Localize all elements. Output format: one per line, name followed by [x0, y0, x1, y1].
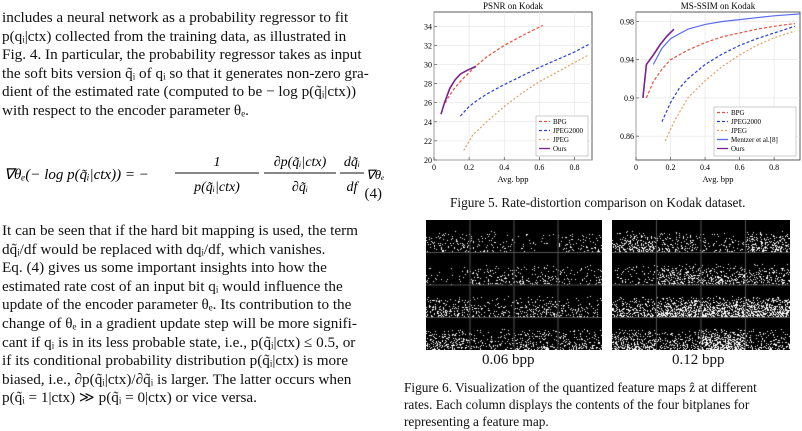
tick-label-x: 0.2 — [464, 163, 474, 172]
tick-label-y: 26 — [424, 99, 432, 108]
series-line-bpg — [645, 22, 795, 99]
tick-label-y: 0.86 — [620, 132, 634, 141]
tick-label-x: 0.8 — [769, 163, 779, 172]
text-line: Eq. (4) gives us some important insights… — [2, 259, 327, 277]
feature-map-canvas — [426, 220, 602, 350]
text-line: biased, i.e., ∂p(q̃ᵢ|ctx)/∂q̃ᵢ is larger… — [2, 370, 352, 388]
paragraph-top: includes a neural network as a probabili… — [2, 9, 388, 121]
figure6-caption: Figure 6. Visualization of the quantized… — [404, 379, 757, 430]
text-line: estimated rate cost of an input bit qᵢ w… — [2, 277, 343, 295]
series-line-ours — [642, 28, 675, 98]
tick-label-y: 28 — [424, 80, 432, 89]
series-line-jpeg — [463, 54, 589, 151]
figure5-caption: Figure 5. Rate-distortion comparison on … — [450, 195, 746, 210]
series-line-ours — [440, 65, 477, 115]
tick-label-y: 24 — [424, 118, 432, 127]
text-line: It can be seen that if the hard bit mapp… — [2, 222, 358, 239]
text-line: update of the encoder parameter θₑ. Its … — [2, 296, 352, 314]
chart-title: PSNR on Kodak — [483, 1, 544, 11]
tick-label-y: 0.98 — [620, 18, 634, 27]
legend-box — [713, 106, 797, 157]
frac2-den: ∂q̃ᵢ — [292, 180, 308, 195]
caption-line: rates. Each column displays the contents… — [404, 397, 750, 412]
legend-label: Ours — [731, 145, 745, 153]
tick-label-x: 0.6 — [735, 163, 745, 172]
series-line-bpg — [442, 24, 544, 108]
tick-label-y: 0.94 — [620, 56, 634, 65]
axis-label-x: Avg. bpp — [497, 174, 528, 184]
text-line: if its conditional probability distribut… — [2, 352, 348, 370]
text-line: p(qᵢ|ctx) collected from the training da… — [2, 27, 347, 45]
text-line: Fig. 4. In particular, the probability r… — [2, 46, 362, 64]
frac1-num: 1 — [214, 155, 221, 170]
legend-label: Ours — [553, 145, 567, 153]
chart-title: MS-SSIM on Kodak — [681, 1, 756, 11]
tick-label-x: 0.8 — [569, 163, 579, 172]
series-line-jpeg2000 — [459, 43, 589, 117]
text-line: p(q̃ᵢ = 1|ctx) ≫ p(q̃ᵢ = 0|ctx) or vice … — [2, 389, 257, 407]
tick-label-y: 22 — [424, 137, 432, 146]
feature-map-0.12bpp — [612, 220, 790, 350]
feature-map-0.06bpp — [426, 220, 602, 350]
legend-label: BPG — [553, 118, 567, 126]
caption-line: Figure 6. Visualization of the quantized… — [404, 380, 757, 395]
series-line-jpeg2000 — [661, 25, 795, 123]
text-line: with respect to the encoder parameter θₑ… — [2, 101, 249, 119]
tick-label-y: 32 — [424, 41, 432, 50]
legend-label: Mentzer et al.[8] — [731, 136, 778, 144]
tick-label-x: 0.6 — [534, 163, 544, 172]
text-line: the soft bits version q̃ᵢ of qᵢ so that … — [2, 64, 369, 82]
label-0.06-bpp: 0.06 bpp — [482, 352, 535, 368]
tick-label-x: 0 — [634, 163, 638, 172]
legend-box — [535, 115, 589, 157]
axis-label-x: Avg. bpp — [702, 174, 733, 184]
text-line: cant if qᵢ is in its less probable state… — [2, 333, 356, 351]
label-0.12-bpp: 0.12 bpp — [672, 352, 725, 368]
equation-tail: ∇θₑ f. — [366, 167, 388, 182]
equation-4: ∇θₑ(− log p(q̃ᵢ|ctx)) = − 1 p(q̃ᵢ|ctx) ∂… — [2, 141, 395, 201]
equation-number: (4) — [364, 186, 383, 202]
legend-label: BPG — [731, 109, 745, 117]
paper-text-column: includes a neural network as a probabili… — [0, 0, 395, 431]
series-line-mentzer-et-al-8- — [652, 13, 801, 65]
tick-label-y: 0.9 — [624, 94, 634, 103]
text-line: dq̃ᵢ/df would be replaced with dqᵢ/df, w… — [2, 240, 326, 258]
text-line: includes a neural network as a probabili… — [2, 9, 349, 26]
text-line: change of θₑ in a gradient update step w… — [2, 314, 357, 332]
frac1-den: p(q̃ᵢ|ctx) — [193, 180, 240, 195]
series-line-jpeg — [664, 30, 795, 142]
frac2-num: ∂p(q̃ᵢ|ctx) — [274, 155, 327, 170]
frac3-num: dq̃ᵢ — [344, 155, 360, 170]
tick-label-x: 0.4 — [499, 163, 509, 172]
feature-map-canvas — [612, 220, 790, 350]
tick-label-y: 34 — [424, 22, 432, 31]
figure5-charts: PSNR on Kodak 20 22 24 26 28 30 32 34 0 0.2 0.4 0.6 0… — [424, 1, 801, 184]
legend-label: JPEG2000 — [553, 127, 583, 135]
figure-column: PSNR on Kodak 20 22 24 26 28 30 32 34 0 0.2 0.4 0.6 0… — [404, 0, 802, 431]
legend-label: JPEG — [731, 127, 747, 135]
legend-label: JPEG2000 — [731, 118, 761, 126]
tick-label-x: 0 — [432, 163, 436, 172]
tick-label-x: 0.2 — [666, 163, 676, 172]
text-line: dient of the estimated rate (computed to… — [2, 83, 357, 101]
paragraph-bottom: It can be seen that if the hard bit mapp… — [2, 222, 388, 408]
tick-label-x: 0.4 — [700, 163, 710, 172]
frac3-den: df — [347, 180, 360, 195]
tick-label-y: 30 — [424, 61, 432, 70]
equation-lhs: ∇θₑ(− log p(q̃ᵢ|ctx)) = − — [4, 167, 149, 183]
tick-label-y: 20 — [424, 156, 432, 165]
equation-graphic: ∇θₑ(− log p(q̃ᵢ|ctx)) = − 1 p(q̃ᵢ|ctx) ∂… — [4, 155, 395, 195]
caption-line: representing a feature map. — [404, 414, 549, 429]
legend-label: JPEG — [553, 136, 569, 144]
